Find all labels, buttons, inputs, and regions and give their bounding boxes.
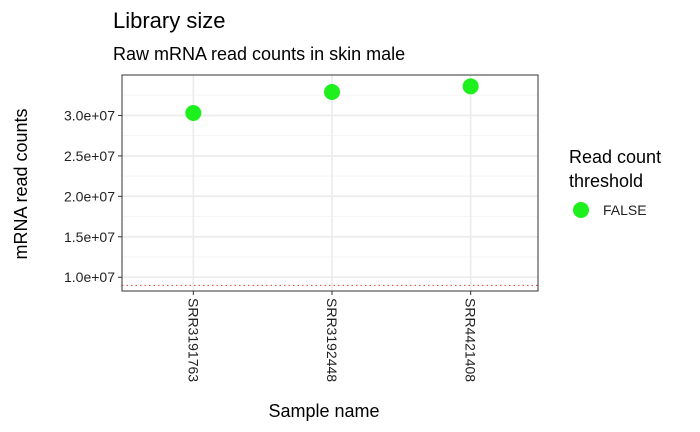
legend-title-line-2: threshold xyxy=(569,171,643,191)
y-tick-label: 2.5e+07 xyxy=(64,148,115,164)
y-tick-label: 2.0e+07 xyxy=(64,188,115,204)
panel-border xyxy=(121,74,539,292)
y-axis: 1.0e+07 1.5e+07 2.0e+07 2.5e+07 3.0e+07 xyxy=(64,107,122,285)
x-axis-title: Sample name xyxy=(268,401,379,421)
y-tick-label: 3.0e+07 xyxy=(64,107,115,123)
chart-title: Library size xyxy=(113,8,225,33)
data-point xyxy=(462,78,479,95)
data-point xyxy=(324,83,340,100)
legend-swatch xyxy=(573,202,589,218)
data-points xyxy=(185,78,479,122)
x-axis: SRR3191763 SRR3192448 SRR4421408 xyxy=(185,291,479,382)
x-tick-label: SRR4421408 xyxy=(463,298,479,382)
grid xyxy=(122,75,538,291)
legend-title-line-1: Read count xyxy=(569,147,661,167)
y-tick-label: 1.0e+07 xyxy=(64,269,115,285)
x-tick-label: SRR3192448 xyxy=(324,298,340,382)
y-tick-label: 1.5e+07 xyxy=(64,229,115,245)
data-point xyxy=(185,105,202,122)
y-axis-title: mRNA read counts xyxy=(11,108,31,259)
x-tick-label: SRR3191763 xyxy=(185,298,201,382)
legend-label-false: FALSE xyxy=(603,202,647,218)
chart-subtitle: Raw mRNA read counts in skin male xyxy=(113,44,405,64)
legend: Read count threshold FALSE xyxy=(569,147,661,218)
